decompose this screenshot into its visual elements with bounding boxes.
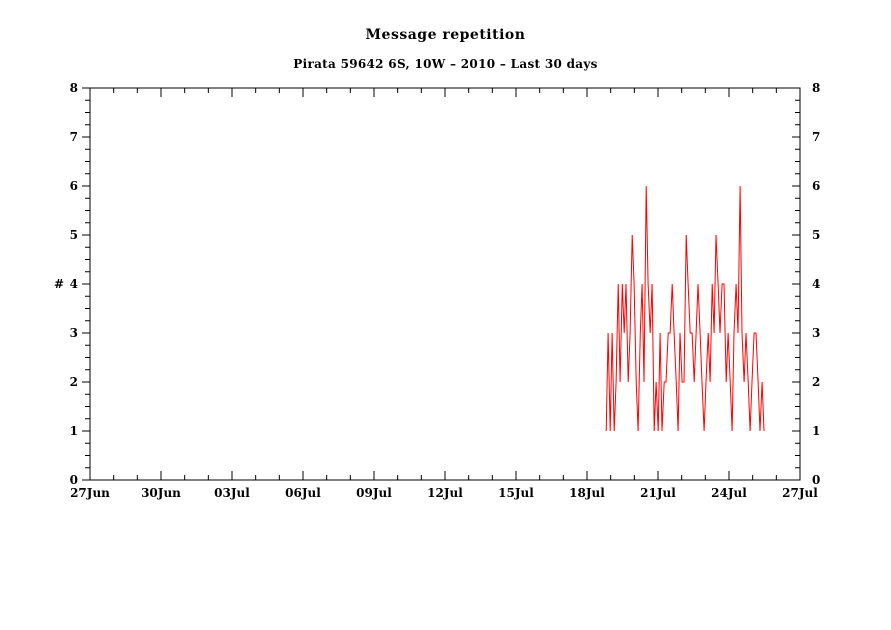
x-tick-label: 03Jul <box>214 486 250 500</box>
x-tick-label: 06Jul <box>285 486 321 500</box>
x-tick-label: 27Jul <box>782 486 818 500</box>
x-tick-label: 21Jul <box>640 486 676 500</box>
y-tick-label-right: 1 <box>812 424 820 438</box>
x-tick-label: 30Jun <box>141 486 181 500</box>
y-tick-label-left: 2 <box>70 375 78 389</box>
y-tick-label-right: 7 <box>812 130 820 144</box>
y-tick-label-right: 8 <box>812 81 820 95</box>
chart-subtitle: Pirata 59642 6S, 10W – 2010 – Last 30 da… <box>293 57 598 71</box>
y-tick-label-right: 0 <box>812 473 820 487</box>
chart-title: Message repetition <box>365 27 526 43</box>
y-tick-label-left: 6 <box>70 179 78 193</box>
y-tick-label-right: 3 <box>812 326 820 340</box>
y-tick-label-right: 4 <box>812 277 820 291</box>
x-tick-label: 18Jul <box>569 486 605 500</box>
x-tick-label: 27Jun <box>70 486 110 500</box>
y-tick-label-left: 4 <box>70 277 78 291</box>
y-tick-label-left: 8 <box>70 81 78 95</box>
y-tick-label-right: 2 <box>812 375 820 389</box>
y-tick-label-left: 1 <box>70 424 78 438</box>
x-tick-label: 15Jul <box>498 486 534 500</box>
data-series-line <box>605 185 765 432</box>
plot-frame <box>89 87 801 481</box>
y-tick-label-left: 0 <box>70 473 78 487</box>
y-tick-label-left: 5 <box>70 228 78 242</box>
y-tick-label-left: 7 <box>70 130 78 144</box>
y-tick-label-left: 3 <box>70 326 78 340</box>
x-tick-label: 24Jul <box>711 486 747 500</box>
x-tick-label: 12Jul <box>427 486 463 500</box>
y-tick-label-right: 6 <box>812 179 820 193</box>
x-tick-label: 09Jul <box>356 486 392 500</box>
y-axis-label: # <box>54 277 64 291</box>
y-tick-label-right: 5 <box>812 228 820 242</box>
